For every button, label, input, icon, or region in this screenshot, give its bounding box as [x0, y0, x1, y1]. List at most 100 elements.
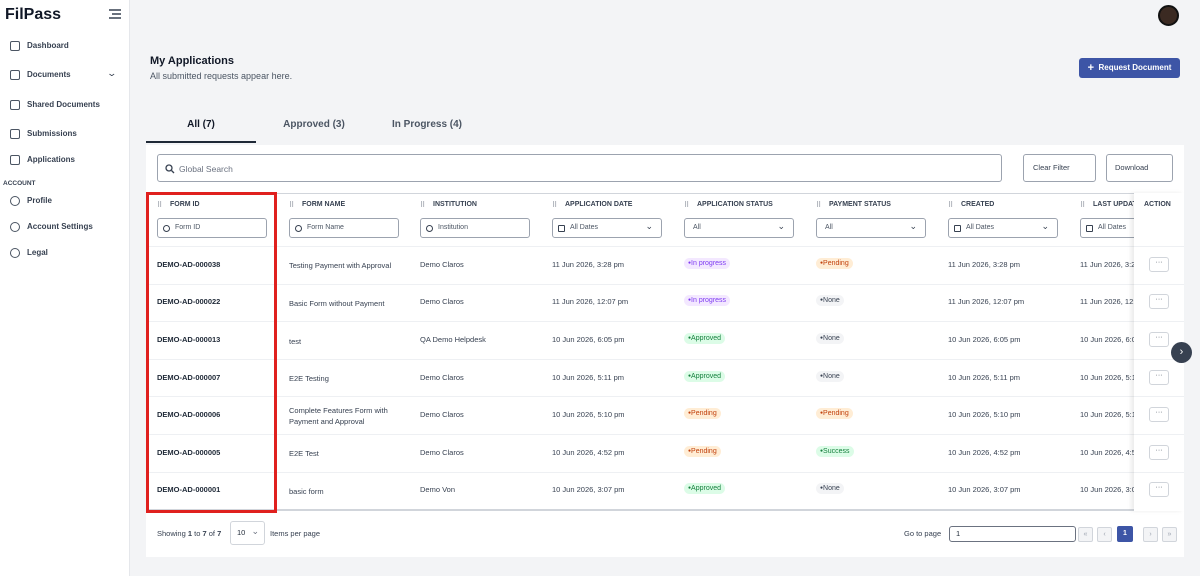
column-header: INSTITUTION — [433, 201, 477, 208]
tab[interactable]: In Progress (4) — [391, 119, 463, 130]
tab[interactable]: Approved (3) — [283, 119, 345, 130]
page-nav-button[interactable]: ‹ — [1097, 527, 1112, 542]
column-filter[interactable]: All ⌄ — [816, 218, 926, 238]
column-header: FORM ID — [170, 201, 200, 208]
row-divider — [146, 471, 1134, 473]
nav-icon — [10, 70, 20, 80]
grip-icon: ⠿ — [816, 202, 821, 209]
status-text: None — [823, 485, 840, 493]
status-text: Approved — [691, 335, 721, 342]
page-nav-button[interactable]: » — [1162, 527, 1177, 542]
grip-icon: ⠿ — [948, 202, 953, 209]
nav-item[interactable]: Account Settings — [27, 222, 93, 231]
action-button[interactable]: ··· — [1149, 482, 1169, 498]
status-text: Approved — [691, 485, 721, 493]
action-button[interactable]: ··· — [1149, 407, 1169, 423]
status-dot: ● — [820, 372, 824, 379]
created-date: 10 Jun 2026, 5:11 pm — [948, 372, 1020, 382]
column-filter[interactable]: All Dates⌄ — [1080, 218, 1134, 238]
grip-icon: ⠿ — [552, 202, 557, 209]
status-badge: ●None — [816, 295, 844, 307]
grip-icon: ⠿ — [420, 202, 425, 209]
scroll-right-button[interactable]: › — [1171, 342, 1192, 363]
status-text: None — [823, 297, 840, 305]
nav-item[interactable]: Applications — [27, 155, 76, 164]
filter-label: All Dates — [570, 224, 599, 231]
status-dot: ● — [820, 447, 824, 454]
row-divider — [146, 321, 1134, 323]
column-filter[interactable]: Form Name — [289, 218, 399, 238]
form-id: DEMO-AD-000005 — [157, 447, 221, 457]
tab[interactable]: All (7) — [187, 119, 215, 130]
highlight-box — [146, 192, 277, 513]
action-button[interactable]: ··· — [1149, 332, 1169, 347]
nav-item[interactable]: Shared Documents — [27, 100, 100, 109]
current-page[interactable]: 1 — [1117, 526, 1133, 542]
goto-input[interactable]: 1 — [949, 526, 1076, 542]
column-filter[interactable]: All Dates⌄ — [948, 218, 1058, 238]
nav-icon — [10, 248, 20, 258]
table-card: Global Search Clear Filter Download ⠿ FOR… — [146, 145, 1184, 557]
status-text: Pending — [823, 259, 849, 267]
filter-chevron: ⌄ — [777, 221, 785, 231]
nav-item[interactable]: Legal — [27, 248, 48, 257]
row-divider — [146, 246, 1134, 247]
form-name: Complete Features Form with Payment and … — [289, 406, 388, 427]
status-badge: ●In progress — [684, 257, 731, 269]
status-text: None — [823, 335, 840, 342]
status-text: In progress — [691, 259, 727, 267]
action-button[interactable]: ··· — [1149, 369, 1169, 385]
filter-icon — [954, 225, 961, 232]
nav-item[interactable]: Submissions — [27, 129, 77, 138]
form-id: DEMO-AD-000022 — [157, 297, 221, 307]
clear-filter-button[interactable]: Clear Filter — [1023, 154, 1096, 182]
row-divider — [146, 358, 1134, 360]
row-divider — [1134, 358, 1184, 360]
created-date: 10 Jun 2026, 5:10 pm — [948, 410, 1021, 420]
action-button[interactable]: ··· — [1149, 294, 1169, 310]
logo: FilPass — [5, 6, 62, 23]
updated-date: 10 Jun 2026, 5:10 pm — [1080, 410, 1134, 420]
showing-part: 7 — [217, 529, 222, 538]
status-badge: ●Pending — [816, 257, 853, 269]
updated-date: 10 Jun 2026, 6:05 pm — [1080, 335, 1134, 344]
page-nav-button[interactable]: « — [1078, 527, 1093, 542]
status-badge: ●Success — [816, 445, 854, 457]
nav-icon — [10, 196, 20, 206]
status-dot: ● — [688, 372, 692, 379]
showing-part: of — [208, 529, 216, 538]
form-name: E2E Test — [289, 449, 319, 459]
download-button[interactable]: Download — [1106, 154, 1173, 182]
nav-icon — [10, 129, 20, 139]
request-button[interactable]: + Request Document — [1079, 58, 1180, 78]
status-badge: ●Approved — [684, 483, 725, 495]
status-dot: ● — [820, 410, 824, 417]
action-button[interactable]: ··· — [1149, 444, 1169, 460]
nav-chevron: ⌄ — [106, 68, 118, 78]
nav-item[interactable]: Dashboard — [27, 41, 69, 50]
nav-item[interactable]: Documents — [27, 70, 71, 79]
column-filter[interactable]: All ⌄ — [684, 218, 794, 238]
row-divider — [1134, 434, 1184, 435]
column-filter[interactable]: Form ID — [157, 218, 267, 238]
status-text: Approved — [691, 372, 721, 380]
page-nav-button[interactable]: › — [1143, 527, 1158, 542]
per-page-select[interactable]: 10 ⌄ — [230, 521, 265, 545]
menu-toggle[interactable] — [109, 9, 121, 19]
status-dot: ● — [688, 297, 692, 304]
filter-icon — [1086, 225, 1093, 232]
column-filter[interactable]: Institution — [420, 218, 530, 238]
showing-part: 1 — [187, 529, 193, 538]
updated-date: 10 Jun 2026, 4:52 pm — [1080, 447, 1134, 457]
form-id: DEMO-AD-000038 — [157, 259, 221, 269]
row-divider — [1134, 471, 1184, 473]
avatar[interactable] — [1158, 5, 1179, 26]
filter-icon — [426, 225, 433, 232]
status-badge: ●None — [816, 333, 844, 344]
status-dot: ● — [820, 485, 824, 492]
search-box[interactable]: Global Search — [157, 154, 1002, 182]
action-button[interactable]: ··· — [1149, 256, 1169, 272]
status-dot: ● — [820, 297, 824, 304]
column-filter[interactable]: All Dates⌄ — [552, 218, 662, 238]
nav-item[interactable]: Profile — [27, 196, 52, 205]
